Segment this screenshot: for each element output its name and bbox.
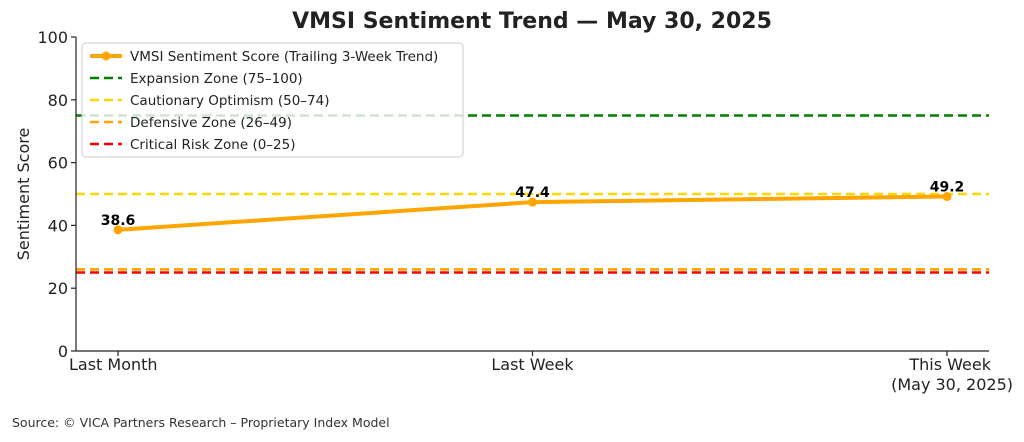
y-tick-label: 100 [37,28,68,47]
legend-box [81,42,464,158]
legend-entry: Cautionary Optimism (50–74) [130,93,329,109]
chart-title: VMSI Sentiment Trend — May 30, 2025 [292,9,772,34]
legend: VMSI Sentiment Score (Trailing 3-Week Tr… [81,42,464,158]
x-tick-label: (May 30, 2025) [891,375,1013,394]
y-tick-label: 80 [48,91,68,110]
data-point [942,192,952,202]
y-tick-label: 20 [48,279,68,298]
legend-entry: Defensive Zone (26–49) [130,115,292,131]
data-point [528,197,537,207]
legend-entry: Critical Risk Zone (0–25) [130,137,296,153]
legend-marker [101,51,111,61]
y-tick-label: 0 [58,342,68,361]
y-axis-label: Sentiment Score [14,128,33,261]
legend-entry: VMSI Sentiment Score (Trailing 3-Week Tr… [130,49,438,65]
x-tick-label: Last Month [69,355,158,374]
data-point [113,225,123,235]
reference-lines [76,114,989,274]
sentiment-trend-chart: VMSI Sentiment Trend — May 30, 2025 Sent… [14,9,1013,394]
legend-entry: Expansion Zone (75–100) [130,71,303,87]
data-label: 47.4 [515,185,550,201]
axes: 0 20 40 60 80 100 Last Month Last Week This Week… [37,28,1013,394]
y-tick-label: 60 [48,154,68,173]
data-label: 38.6 [101,213,136,229]
x-tick-label: Last Week [491,355,574,374]
series-layer: 38.6 47.4 49.2 [101,180,965,235]
x-tick-label: This Week [908,355,991,374]
data-label: 49.2 [930,180,965,196]
y-tick-label: 40 [48,216,68,235]
source-note: Source: © VICA Partners Research – Propr… [12,415,390,430]
